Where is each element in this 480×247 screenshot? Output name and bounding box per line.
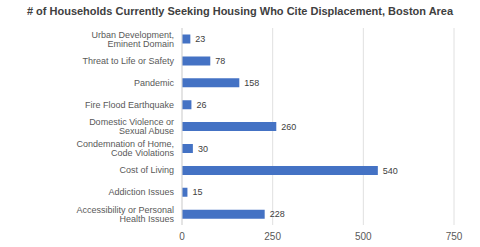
svg-text:Accessibility or PersonalHealt: Accessibility or PersonalHealth Issues — [76, 205, 174, 224]
svg-text:Urban Development,Eminent Doma: Urban Development,Eminent Domain — [91, 30, 174, 49]
svg-text:Cost of Living: Cost of Living — [119, 165, 174, 175]
svg-text:78: 78 — [215, 56, 225, 66]
svg-text:0: 0 — [179, 231, 185, 242]
svg-text:Pandemic: Pandemic — [134, 78, 175, 88]
svg-text:260: 260 — [281, 122, 296, 132]
svg-text:228: 228 — [270, 209, 285, 219]
svg-text:26: 26 — [196, 100, 206, 110]
svg-text:15: 15 — [192, 187, 202, 197]
svg-text:158: 158 — [244, 78, 259, 88]
svg-text:Domestic Violence orSexual Abu: Domestic Violence orSexual Abuse — [89, 117, 174, 136]
html-text:# of Households Currently Seek: # of Households Currently Seeking Housin… — [26, 5, 454, 17]
svg-text:540: 540 — [383, 166, 398, 176]
svg-text:750: 750 — [446, 231, 463, 242]
svg-text:Threat to Life or Safety: Threat to Life or Safety — [82, 56, 174, 66]
svg-text:500: 500 — [355, 231, 372, 242]
svg-text:Fire Flood Earthquake: Fire Flood Earthquake — [85, 100, 174, 110]
svg-text:30: 30 — [198, 144, 208, 154]
svg-text:23: 23 — [195, 34, 205, 44]
svg-text:Addiction Issues: Addiction Issues — [108, 187, 174, 197]
svg-text:250: 250 — [264, 231, 281, 242]
svg-text:Condemnation of Home,Code Viol: Condemnation of Home,Code Violations — [76, 139, 174, 158]
